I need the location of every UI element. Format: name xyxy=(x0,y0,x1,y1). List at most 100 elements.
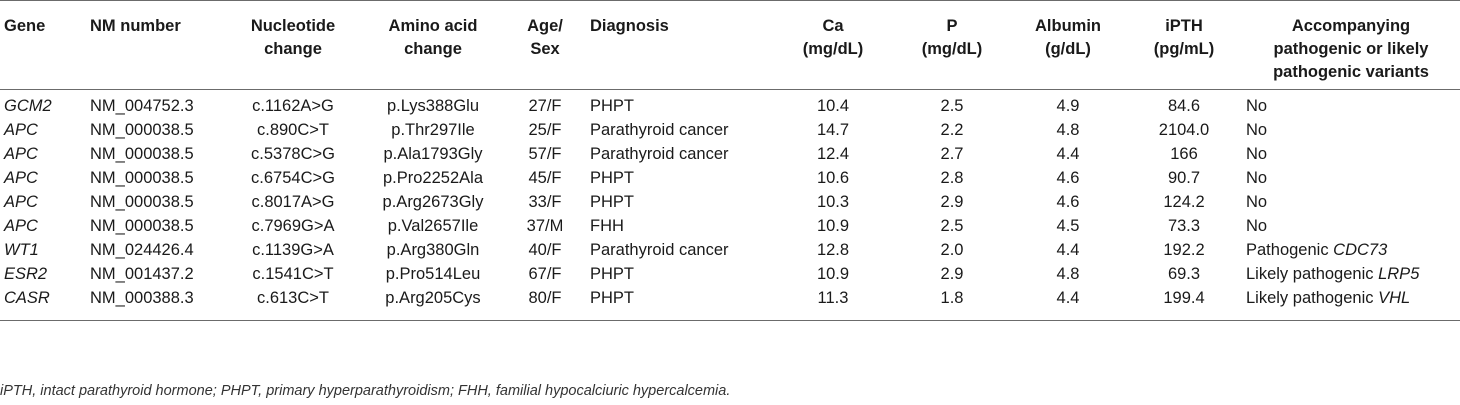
cell-albumin: 4.5 xyxy=(1056,217,1080,235)
cell-accompanying-variants: Likely pathogenic VHL xyxy=(1242,286,1460,321)
cell-gene: APC xyxy=(4,217,38,235)
cell-albumin: 4.8 xyxy=(1056,121,1080,139)
cell-gene: CASR xyxy=(4,289,50,307)
header-ca: Ca (mg/dL) xyxy=(802,17,864,58)
cell-age-sex: 67/F xyxy=(528,265,562,283)
variant-label: Likely pathogenic xyxy=(1246,289,1379,307)
cell-ipth: 124.2 xyxy=(1163,193,1205,211)
cell-accompanying-variants: No xyxy=(1242,142,1460,166)
cell-nm-number: NM_000388.3 xyxy=(90,289,194,307)
cell-albumin: 4.4 xyxy=(1056,289,1080,307)
table-footnote: iPTH, intact parathyroid hormone; PHPT, … xyxy=(0,383,731,399)
cell-accompanying-variants: No xyxy=(1242,166,1460,190)
cell-gene: APC xyxy=(4,121,38,139)
table-row: APC NM_000038.5 c.6754C>G p.Pro2252Ala 45/F P… xyxy=(0,166,1460,190)
header-amino-acid-change: Amino acid change xyxy=(388,17,478,58)
cell-nm-number: NM_000038.5 xyxy=(90,169,194,187)
cell-ca: 14.7 xyxy=(816,121,850,139)
cell-nm-number: NM_001437.2 xyxy=(90,265,194,283)
header-row: Gene NM number Nucleotide change Amino ac… xyxy=(0,0,1460,90)
variant-label: No xyxy=(1246,121,1268,139)
cell-accompanying-variants: Pathogenic CDC73 xyxy=(1242,238,1460,262)
cell-ca: 10.9 xyxy=(816,265,850,283)
cell-albumin: 4.8 xyxy=(1056,265,1080,283)
cell-diagnosis: Parathyroid cancer xyxy=(590,121,729,139)
table-row: APC NM_000038.5 c.7969G>A p.Val2657Ile 37/M F… xyxy=(0,214,1460,238)
cell-accompanying-variants: No xyxy=(1242,118,1460,142)
cell-amino-acid-change: p.Arg2673Gly xyxy=(382,193,484,211)
cell-ca: 10.3 xyxy=(816,193,850,211)
cell-nucleotide-change: c.1139G>A xyxy=(252,241,334,259)
variants-table: Gene NM number Nucleotide change Amino ac… xyxy=(0,0,1460,321)
cell-p: 2.9 xyxy=(940,265,964,283)
variant-gene: LRP5 xyxy=(1378,265,1420,283)
variant-label: No xyxy=(1246,145,1268,163)
cell-gene: WT1 xyxy=(4,241,39,259)
cell-diagnosis: PHPT xyxy=(590,289,635,307)
cell-accompanying-variants: No xyxy=(1242,90,1460,119)
variant-label: No xyxy=(1246,217,1268,235)
cell-accompanying-variants: No xyxy=(1242,214,1460,238)
table-row: GCM2 NM_004752.3 c.1162A>G p.Lys388Glu 27/F P… xyxy=(0,90,1460,119)
cell-gene: APC xyxy=(4,169,38,187)
header-ipth: iPTH (pg/mL) xyxy=(1153,17,1215,58)
header-nm-number: NM number xyxy=(90,17,181,35)
variant-label: No xyxy=(1246,97,1268,115)
header-age-sex: Age/Sex xyxy=(527,17,563,58)
cell-ipth: 199.4 xyxy=(1163,289,1205,307)
cell-diagnosis: PHPT xyxy=(590,169,635,187)
cell-amino-acid-change: p.Thr297Ile xyxy=(391,121,475,139)
table-row: ESR2 NM_001437.2 c.1541C>T p.Pro514Leu 67/F P… xyxy=(0,262,1460,286)
cell-ipth: 73.3 xyxy=(1167,217,1201,235)
cell-nucleotide-change: c.8017A>G xyxy=(251,193,335,211)
cell-p: 2.2 xyxy=(940,121,964,139)
cell-nucleotide-change: c.6754C>G xyxy=(251,169,335,187)
cell-p: 2.7 xyxy=(940,145,964,163)
table-row: CASR NM_000388.3 c.613C>T p.Arg205Cys 80/F PH… xyxy=(0,286,1460,321)
cell-amino-acid-change: p.Pro2252Ala xyxy=(383,169,483,187)
table-container: Gene NM number Nucleotide change Amino ac… xyxy=(0,0,1460,321)
cell-ipth: 166 xyxy=(1170,145,1198,163)
header-nucleotide-change: Nucleotide change xyxy=(250,17,336,58)
cell-amino-acid-change: p.Ala1793Gly xyxy=(383,145,483,163)
cell-nucleotide-change: c.5378C>G xyxy=(251,145,335,163)
cell-diagnosis: Parathyroid cancer xyxy=(590,241,729,259)
cell-p: 2.5 xyxy=(940,97,964,115)
variant-label: Likely pathogenic xyxy=(1246,265,1379,283)
cell-nucleotide-change: c.890C>T xyxy=(257,121,329,139)
cell-gene: APC xyxy=(4,193,38,211)
header-diagnosis: Diagnosis xyxy=(590,17,669,35)
cell-ca: 11.3 xyxy=(817,289,849,307)
cell-nm-number: NM_024426.4 xyxy=(90,241,194,259)
cell-ipth: 69.3 xyxy=(1167,265,1201,283)
cell-accompanying-variants: No xyxy=(1242,190,1460,214)
cell-albumin: 4.4 xyxy=(1056,145,1080,163)
table-row: APC NM_000038.5 c.890C>T p.Thr297Ile 25/F Par… xyxy=(0,118,1460,142)
cell-ca: 10.4 xyxy=(816,97,850,115)
header-accompanying-variants: Accompanying pathogenic or likely pathogen… xyxy=(1273,17,1429,81)
cell-nucleotide-change: c.7969G>A xyxy=(251,217,335,235)
cell-age-sex: 80/F xyxy=(528,289,562,307)
cell-ca: 12.8 xyxy=(816,241,850,259)
cell-albumin: 4.6 xyxy=(1056,169,1080,187)
cell-diagnosis: Parathyroid cancer xyxy=(590,145,729,163)
cell-diagnosis: PHPT xyxy=(590,97,635,115)
cell-nm-number: NM_000038.5 xyxy=(90,193,194,211)
variant-gene: CDC73 xyxy=(1333,241,1388,259)
cell-p: 2.8 xyxy=(940,169,964,187)
cell-p: 2.5 xyxy=(940,217,964,235)
cell-albumin: 4.6 xyxy=(1056,193,1080,211)
variant-label: No xyxy=(1246,169,1268,187)
variant-label: Pathogenic xyxy=(1246,241,1334,259)
cell-gene: GCM2 xyxy=(4,97,52,115)
cell-ipth: 90.7 xyxy=(1167,169,1201,187)
cell-nucleotide-change: c.1162A>G xyxy=(252,97,334,115)
cell-nm-number: NM_000038.5 xyxy=(90,121,194,139)
cell-diagnosis: FHH xyxy=(590,217,624,235)
table-row: WT1 NM_024426.4 c.1139G>A p.Arg380Gln 40/F Pa… xyxy=(0,238,1460,262)
header-gene: Gene xyxy=(4,17,46,35)
cell-amino-acid-change: p.Val2657Ile xyxy=(387,217,479,235)
cell-gene: APC xyxy=(4,145,38,163)
header-albumin: Albumin (g/dL) xyxy=(1035,17,1101,58)
cell-amino-acid-change: p.Pro514Leu xyxy=(385,265,481,283)
